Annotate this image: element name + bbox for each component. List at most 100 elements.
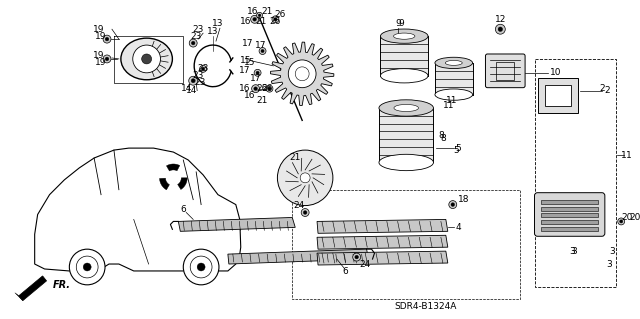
Circle shape: [268, 87, 271, 90]
Circle shape: [202, 67, 205, 70]
Polygon shape: [228, 249, 369, 264]
Circle shape: [69, 249, 105, 285]
Circle shape: [103, 55, 111, 63]
Text: 16: 16: [239, 84, 250, 93]
Text: 15: 15: [240, 56, 252, 65]
FancyBboxPatch shape: [486, 54, 525, 88]
Circle shape: [620, 220, 623, 223]
Text: 5: 5: [454, 145, 460, 155]
Ellipse shape: [380, 69, 428, 83]
Circle shape: [189, 39, 197, 47]
Circle shape: [261, 49, 264, 53]
Text: 24: 24: [359, 260, 370, 269]
Circle shape: [300, 173, 310, 183]
Circle shape: [495, 24, 505, 34]
Circle shape: [277, 150, 333, 205]
Text: 26: 26: [257, 84, 268, 93]
Polygon shape: [271, 42, 334, 106]
Circle shape: [451, 203, 454, 206]
Bar: [379, 108, 433, 162]
Text: 26: 26: [275, 10, 286, 19]
Text: 21: 21: [289, 152, 301, 161]
Text: 3: 3: [609, 247, 615, 256]
Circle shape: [197, 263, 205, 271]
Text: 15: 15: [244, 58, 255, 67]
Text: 16: 16: [247, 7, 259, 16]
Text: 19: 19: [93, 51, 105, 61]
Circle shape: [288, 60, 316, 88]
Text: 8: 8: [440, 134, 445, 143]
Polygon shape: [19, 276, 47, 301]
Text: 4: 4: [456, 223, 461, 232]
Polygon shape: [159, 178, 170, 190]
Circle shape: [191, 41, 195, 45]
Text: FR.: FR.: [52, 280, 70, 290]
Circle shape: [301, 209, 309, 217]
Circle shape: [266, 85, 273, 92]
Circle shape: [253, 18, 257, 21]
Text: 26: 26: [269, 17, 281, 26]
Text: 2: 2: [600, 84, 605, 93]
Text: 1: 1: [626, 151, 632, 160]
Bar: [380, 36, 428, 76]
Circle shape: [272, 16, 279, 23]
Ellipse shape: [379, 100, 433, 116]
Text: 21: 21: [262, 7, 273, 16]
Text: 3: 3: [607, 260, 612, 269]
Ellipse shape: [435, 89, 472, 100]
Ellipse shape: [445, 61, 462, 65]
Text: SDR4-B1324A: SDR4-B1324A: [395, 302, 457, 311]
Circle shape: [183, 249, 219, 285]
Text: 23: 23: [195, 78, 206, 87]
Polygon shape: [317, 219, 448, 233]
Circle shape: [105, 37, 109, 41]
Polygon shape: [317, 251, 448, 265]
Circle shape: [355, 255, 358, 259]
Text: 14: 14: [180, 84, 192, 93]
Circle shape: [105, 57, 109, 61]
Circle shape: [132, 45, 161, 73]
Text: 23: 23: [193, 71, 204, 80]
Text: 3: 3: [570, 247, 575, 256]
Text: 3: 3: [572, 247, 577, 256]
Circle shape: [254, 69, 261, 76]
Text: 9: 9: [396, 19, 401, 28]
Bar: [435, 63, 472, 95]
Text: 1: 1: [621, 151, 627, 160]
Bar: [545, 85, 571, 107]
Circle shape: [103, 35, 111, 43]
Polygon shape: [179, 218, 295, 231]
Text: 12: 12: [495, 15, 506, 24]
Circle shape: [259, 48, 266, 55]
Circle shape: [353, 253, 360, 261]
Ellipse shape: [121, 38, 172, 80]
Bar: [541, 207, 598, 211]
Text: 17: 17: [239, 66, 250, 75]
Ellipse shape: [435, 57, 472, 69]
Text: 23: 23: [197, 64, 209, 73]
Circle shape: [498, 27, 502, 32]
Circle shape: [618, 218, 625, 225]
Text: 14: 14: [186, 86, 197, 95]
Text: 6: 6: [342, 267, 348, 277]
Circle shape: [200, 65, 207, 72]
Text: 11: 11: [446, 96, 458, 105]
Text: 20: 20: [621, 213, 633, 222]
Circle shape: [251, 15, 259, 23]
Polygon shape: [178, 178, 188, 189]
Text: 21: 21: [257, 96, 268, 105]
Circle shape: [252, 85, 260, 93]
Bar: [541, 220, 598, 224]
Circle shape: [274, 18, 277, 21]
Bar: [541, 213, 598, 218]
Polygon shape: [15, 293, 23, 301]
Text: 16: 16: [244, 91, 255, 100]
Text: 26: 26: [262, 84, 273, 93]
Circle shape: [141, 54, 152, 64]
Text: 2: 2: [604, 86, 610, 95]
Ellipse shape: [379, 154, 433, 171]
Text: 10: 10: [550, 68, 561, 77]
Bar: [541, 227, 598, 231]
Circle shape: [303, 211, 307, 214]
Circle shape: [449, 201, 457, 209]
